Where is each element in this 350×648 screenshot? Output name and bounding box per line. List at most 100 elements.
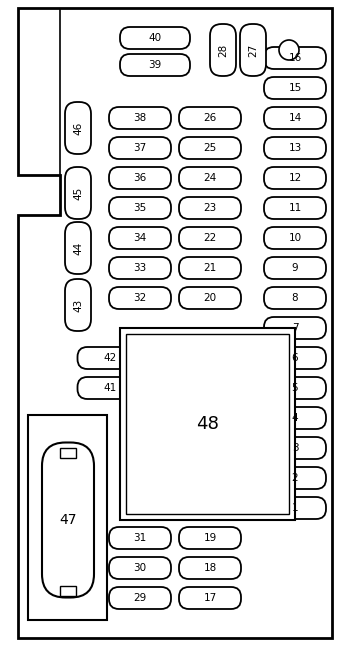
Text: 15: 15 bbox=[288, 83, 302, 93]
FancyBboxPatch shape bbox=[109, 107, 171, 129]
Text: 41: 41 bbox=[103, 383, 117, 393]
FancyBboxPatch shape bbox=[109, 557, 171, 579]
FancyBboxPatch shape bbox=[77, 347, 142, 369]
FancyBboxPatch shape bbox=[65, 222, 91, 274]
FancyBboxPatch shape bbox=[109, 587, 171, 609]
Text: 36: 36 bbox=[133, 173, 147, 183]
Text: 28: 28 bbox=[218, 43, 228, 56]
FancyBboxPatch shape bbox=[264, 497, 326, 519]
Circle shape bbox=[279, 40, 299, 60]
Bar bbox=[60, 448, 76, 457]
Text: 46: 46 bbox=[73, 121, 83, 135]
FancyBboxPatch shape bbox=[179, 287, 241, 309]
Text: 45: 45 bbox=[73, 187, 83, 200]
Text: 35: 35 bbox=[133, 203, 147, 213]
Text: 19: 19 bbox=[203, 533, 217, 543]
FancyBboxPatch shape bbox=[264, 377, 326, 399]
FancyBboxPatch shape bbox=[179, 587, 241, 609]
Text: 48: 48 bbox=[196, 415, 219, 433]
Text: 20: 20 bbox=[203, 293, 217, 303]
FancyBboxPatch shape bbox=[65, 279, 91, 331]
Text: 24: 24 bbox=[203, 173, 217, 183]
Text: 25: 25 bbox=[203, 143, 217, 153]
FancyBboxPatch shape bbox=[179, 137, 241, 159]
FancyBboxPatch shape bbox=[120, 54, 190, 76]
FancyBboxPatch shape bbox=[264, 227, 326, 249]
Bar bbox=[60, 586, 76, 596]
Text: 21: 21 bbox=[203, 263, 217, 273]
FancyBboxPatch shape bbox=[109, 527, 171, 549]
FancyBboxPatch shape bbox=[264, 47, 326, 69]
FancyBboxPatch shape bbox=[264, 407, 326, 429]
Text: 13: 13 bbox=[288, 143, 302, 153]
Text: 2: 2 bbox=[292, 473, 298, 483]
Text: 40: 40 bbox=[148, 33, 162, 43]
FancyBboxPatch shape bbox=[42, 443, 94, 597]
Text: 10: 10 bbox=[288, 233, 302, 243]
Text: 42: 42 bbox=[103, 353, 117, 363]
FancyBboxPatch shape bbox=[264, 167, 326, 189]
Text: 33: 33 bbox=[133, 263, 147, 273]
Text: 18: 18 bbox=[203, 563, 217, 573]
FancyBboxPatch shape bbox=[264, 317, 326, 339]
Text: 12: 12 bbox=[288, 173, 302, 183]
FancyBboxPatch shape bbox=[65, 167, 91, 219]
FancyBboxPatch shape bbox=[179, 197, 241, 219]
Bar bbox=[126, 334, 289, 514]
FancyBboxPatch shape bbox=[264, 107, 326, 129]
Text: 4: 4 bbox=[292, 413, 298, 423]
FancyBboxPatch shape bbox=[179, 257, 241, 279]
Text: 8: 8 bbox=[292, 293, 298, 303]
Text: 11: 11 bbox=[288, 203, 302, 213]
Text: 37: 37 bbox=[133, 143, 147, 153]
FancyBboxPatch shape bbox=[109, 137, 171, 159]
FancyBboxPatch shape bbox=[264, 257, 326, 279]
Text: 27: 27 bbox=[248, 43, 258, 56]
Text: 1: 1 bbox=[292, 503, 298, 513]
FancyBboxPatch shape bbox=[264, 347, 326, 369]
FancyBboxPatch shape bbox=[109, 167, 171, 189]
FancyBboxPatch shape bbox=[264, 137, 326, 159]
Text: 23: 23 bbox=[203, 203, 217, 213]
FancyBboxPatch shape bbox=[264, 287, 326, 309]
Bar bbox=[28, 415, 107, 620]
Text: 38: 38 bbox=[133, 113, 147, 123]
Text: 9: 9 bbox=[292, 263, 298, 273]
Bar bbox=[120, 328, 295, 520]
FancyBboxPatch shape bbox=[264, 77, 326, 99]
FancyBboxPatch shape bbox=[109, 227, 171, 249]
Text: 44: 44 bbox=[73, 241, 83, 255]
Text: 34: 34 bbox=[133, 233, 147, 243]
FancyBboxPatch shape bbox=[65, 102, 91, 154]
FancyBboxPatch shape bbox=[264, 197, 326, 219]
Text: 14: 14 bbox=[288, 113, 302, 123]
FancyBboxPatch shape bbox=[179, 107, 241, 129]
FancyBboxPatch shape bbox=[240, 24, 266, 76]
Text: 16: 16 bbox=[288, 53, 302, 63]
Text: 6: 6 bbox=[292, 353, 298, 363]
Text: 47: 47 bbox=[59, 513, 77, 527]
FancyBboxPatch shape bbox=[77, 377, 142, 399]
FancyBboxPatch shape bbox=[264, 437, 326, 459]
FancyBboxPatch shape bbox=[179, 527, 241, 549]
Text: 22: 22 bbox=[203, 233, 217, 243]
Text: 32: 32 bbox=[133, 293, 147, 303]
FancyBboxPatch shape bbox=[179, 557, 241, 579]
FancyBboxPatch shape bbox=[210, 24, 236, 76]
FancyBboxPatch shape bbox=[109, 197, 171, 219]
Text: 3: 3 bbox=[292, 443, 298, 453]
Text: 31: 31 bbox=[133, 533, 147, 543]
Text: 17: 17 bbox=[203, 593, 217, 603]
Text: 7: 7 bbox=[292, 323, 298, 333]
Text: 43: 43 bbox=[73, 298, 83, 312]
Text: 26: 26 bbox=[203, 113, 217, 123]
FancyBboxPatch shape bbox=[109, 287, 171, 309]
Text: 5: 5 bbox=[292, 383, 298, 393]
Text: 30: 30 bbox=[133, 563, 147, 573]
Text: 39: 39 bbox=[148, 60, 162, 70]
FancyBboxPatch shape bbox=[264, 467, 326, 489]
FancyBboxPatch shape bbox=[109, 257, 171, 279]
FancyBboxPatch shape bbox=[179, 227, 241, 249]
Text: 29: 29 bbox=[133, 593, 147, 603]
FancyBboxPatch shape bbox=[179, 167, 241, 189]
